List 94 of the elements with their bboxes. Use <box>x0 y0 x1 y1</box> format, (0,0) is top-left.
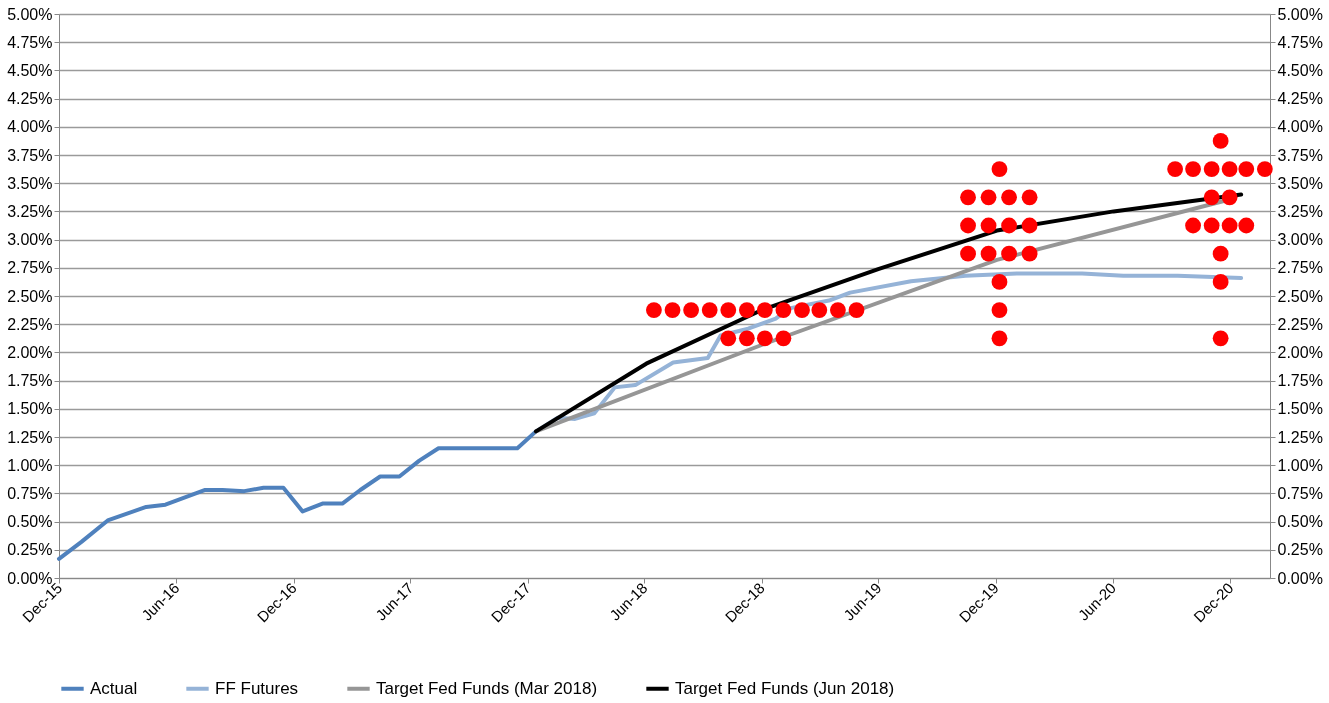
point <box>1256 161 1273 177</box>
point <box>1212 274 1229 290</box>
point <box>738 330 755 347</box>
y-tick-label: 2.25% <box>7 315 53 333</box>
y2-tick-label: 0.75% <box>1277 484 1323 502</box>
y-tick-label: 3.00% <box>7 231 53 249</box>
point <box>960 189 976 206</box>
y2-tick-label: 5.00% <box>1277 5 1323 23</box>
point <box>756 330 773 347</box>
point <box>991 274 1008 290</box>
point <box>991 161 1008 177</box>
point <box>1185 161 1201 177</box>
point <box>775 302 792 318</box>
legend-label: FF Futures <box>215 678 299 698</box>
point <box>980 217 997 234</box>
y2-tick-label: 2.25% <box>1277 315 1323 333</box>
y2-tick-label: 3.75% <box>1277 146 1323 164</box>
y-tick-label: 1.50% <box>7 400 53 418</box>
y2-tick-label: 2.50% <box>1277 287 1323 305</box>
point <box>991 330 1008 347</box>
y-tick-label: 0.25% <box>7 541 53 559</box>
point <box>738 302 755 318</box>
point <box>664 302 681 318</box>
y-tick-label: 4.50% <box>7 61 53 79</box>
point <box>1001 189 1017 206</box>
y-tick-label: 3.50% <box>7 174 53 192</box>
point <box>701 302 718 318</box>
y-tick-label: 3.25% <box>7 202 53 220</box>
point <box>848 302 865 318</box>
y2-tick-label: 1.50% <box>1277 400 1323 418</box>
legend-label: Actual <box>90 678 138 698</box>
y-tick-label: 1.75% <box>7 372 53 390</box>
point <box>720 330 737 347</box>
point <box>980 245 997 262</box>
point <box>980 189 997 206</box>
y2-tick-label: 4.25% <box>1277 90 1323 108</box>
point <box>960 245 976 262</box>
point <box>1001 217 1017 234</box>
y-tick-label: 1.25% <box>7 428 53 446</box>
point <box>811 302 828 318</box>
y2-tick-label: 1.25% <box>1277 428 1323 446</box>
point <box>1021 189 1038 206</box>
point <box>1212 330 1229 347</box>
point <box>1238 161 1255 177</box>
y-tick-label: 0.50% <box>7 513 53 531</box>
point <box>1203 217 1220 234</box>
y2-tick-label: 1.00% <box>1277 456 1323 474</box>
y-tick-label: 4.00% <box>7 118 53 136</box>
point <box>683 302 700 318</box>
point <box>1238 217 1255 234</box>
point <box>1212 133 1229 149</box>
line-series <box>57 429 538 561</box>
y2-tick-label: 4.50% <box>1277 61 1323 79</box>
point <box>1221 161 1238 177</box>
point <box>1001 245 1017 262</box>
point <box>1221 189 1238 206</box>
y2-tick-label: 0.00% <box>1277 569 1323 587</box>
point <box>1203 161 1220 177</box>
y2-tick-label: 0.50% <box>1277 513 1323 531</box>
y-tick-label: 5.00% <box>7 5 53 23</box>
y-tick-label: 1.00% <box>7 456 53 474</box>
point <box>775 330 792 347</box>
y-tick-label: 4.25% <box>7 90 53 108</box>
y2-tick-label: 4.00% <box>1277 118 1323 136</box>
point <box>960 217 976 234</box>
point <box>1221 217 1238 234</box>
point <box>756 302 773 318</box>
point <box>720 302 737 318</box>
legend-label: Target Fed Funds (Jun 2018) <box>675 678 895 698</box>
y-tick-label: 2.00% <box>7 343 53 361</box>
y2-tick-label: 4.75% <box>1277 33 1323 51</box>
point <box>1167 161 1184 177</box>
point <box>991 302 1008 318</box>
y2-tick-label: 3.00% <box>1277 231 1323 249</box>
point <box>1203 189 1220 206</box>
y2-tick-label: 2.75% <box>1277 259 1323 277</box>
point <box>830 302 846 318</box>
y-tick-label: 4.75% <box>7 33 53 51</box>
legend-label: Target Fed Funds (Mar 2018) <box>376 678 598 698</box>
y2-tick-label: 2.00% <box>1277 343 1323 361</box>
y2-tick-label: 1.75% <box>1277 372 1323 390</box>
point <box>1021 245 1038 262</box>
point <box>646 302 662 318</box>
y2-tick-label: 0.25% <box>1277 541 1323 559</box>
point <box>794 302 810 318</box>
point <box>1185 217 1201 234</box>
y2-tick-label: 3.50% <box>1277 174 1323 192</box>
y-tick-label: 2.75% <box>7 259 53 277</box>
point <box>1021 217 1038 234</box>
y2-tick-label: 3.25% <box>1277 202 1323 220</box>
y-tick-label: 3.75% <box>7 146 53 164</box>
y-tick-label: 0.75% <box>7 484 53 502</box>
y-tick-label: 2.50% <box>7 287 53 305</box>
point <box>1212 245 1229 262</box>
